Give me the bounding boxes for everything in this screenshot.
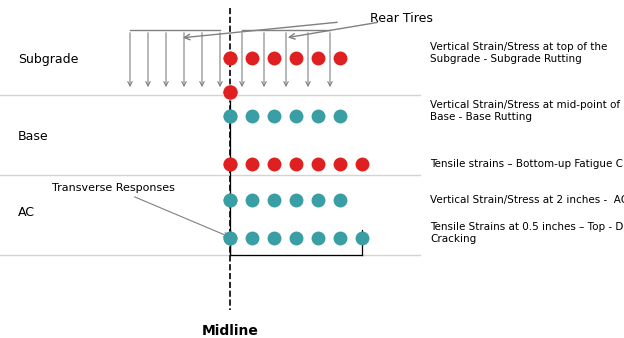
Text: AC: AC: [18, 207, 35, 219]
Text: Rear Tires: Rear Tires: [370, 12, 433, 25]
Text: Subgrade: Subgrade: [18, 53, 79, 67]
Text: Tensile Strains at 0.5 inches – Top - Down
Cracking: Tensile Strains at 0.5 inches – Top - Do…: [430, 222, 624, 244]
Text: Transverse Responses: Transverse Responses: [52, 183, 228, 237]
Text: Tensile strains – Bottom-up Fatigue Cracking: Tensile strains – Bottom-up Fatigue Crac…: [430, 159, 624, 169]
Text: Vertical Strain/Stress at 2 inches -  AC Rutting: Vertical Strain/Stress at 2 inches - AC …: [430, 195, 624, 205]
Text: Midline: Midline: [202, 324, 258, 338]
Text: Base: Base: [18, 129, 49, 143]
Text: Vertical Strain/Stress at top of the
Subgrade - Subgrade Rutting: Vertical Strain/Stress at top of the Sub…: [430, 42, 607, 64]
Text: Vertical Strain/Stress at mid-point of
Base - Base Rutting: Vertical Strain/Stress at mid-point of B…: [430, 100, 620, 122]
